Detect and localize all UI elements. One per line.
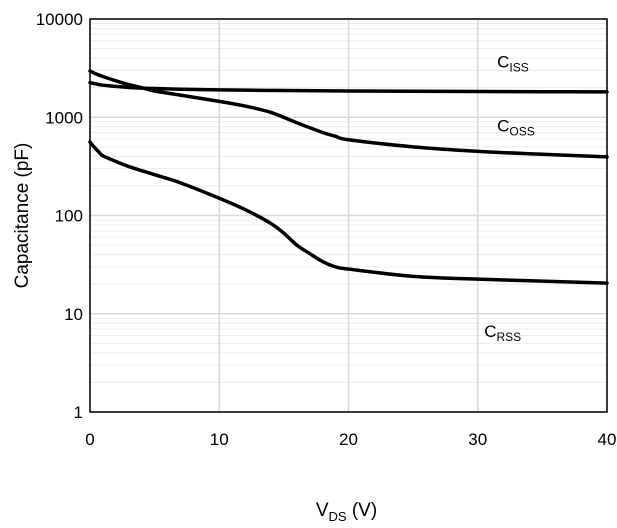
x-axis-title: VDS (V) (316, 500, 377, 524)
series-label-iss: CISS (497, 53, 529, 75)
x-axis-title-suffix: (V) (347, 500, 378, 521)
x-tick-label: 10 (210, 430, 229, 449)
series-label-sub: OSS (509, 124, 534, 138)
series-label-main: C (497, 53, 509, 72)
series-line-rss (88, 140, 609, 285)
x-tick-label: 0 (85, 430, 94, 449)
series-label-sub: ISS (509, 61, 528, 75)
series-label-rss: CRSS (484, 322, 521, 344)
y-tick-label: 10 (64, 305, 83, 324)
x-tick-label: 40 (598, 430, 617, 449)
series-layer (88, 69, 609, 285)
x-tick-label: 30 (468, 430, 487, 449)
series-label-main: C (497, 116, 509, 135)
series-line-iss (88, 80, 609, 94)
series-line-oss (88, 69, 609, 159)
y-tick-label: 1000 (45, 108, 83, 127)
y-tick-label: 10000 (36, 10, 83, 29)
x-axis-title-main: V (316, 500, 329, 521)
series-label-oss: COSS (497, 116, 535, 138)
series-label-sub: RSS (496, 330, 521, 344)
y-axis-title: Capacitance (pF) (12, 143, 33, 289)
plot-frame (89, 18, 608, 413)
x-axis-title-sub: DS (329, 509, 347, 524)
x-tick-label: 20 (339, 430, 358, 449)
grid (89, 18, 608, 413)
y-tick-label: 100 (55, 207, 83, 226)
tick-labels: 1 10 100 1000 10000 0 10 20 30 40 (36, 10, 617, 449)
y-tick-label: 1 (74, 403, 83, 422)
series-label-main: C (484, 322, 496, 341)
